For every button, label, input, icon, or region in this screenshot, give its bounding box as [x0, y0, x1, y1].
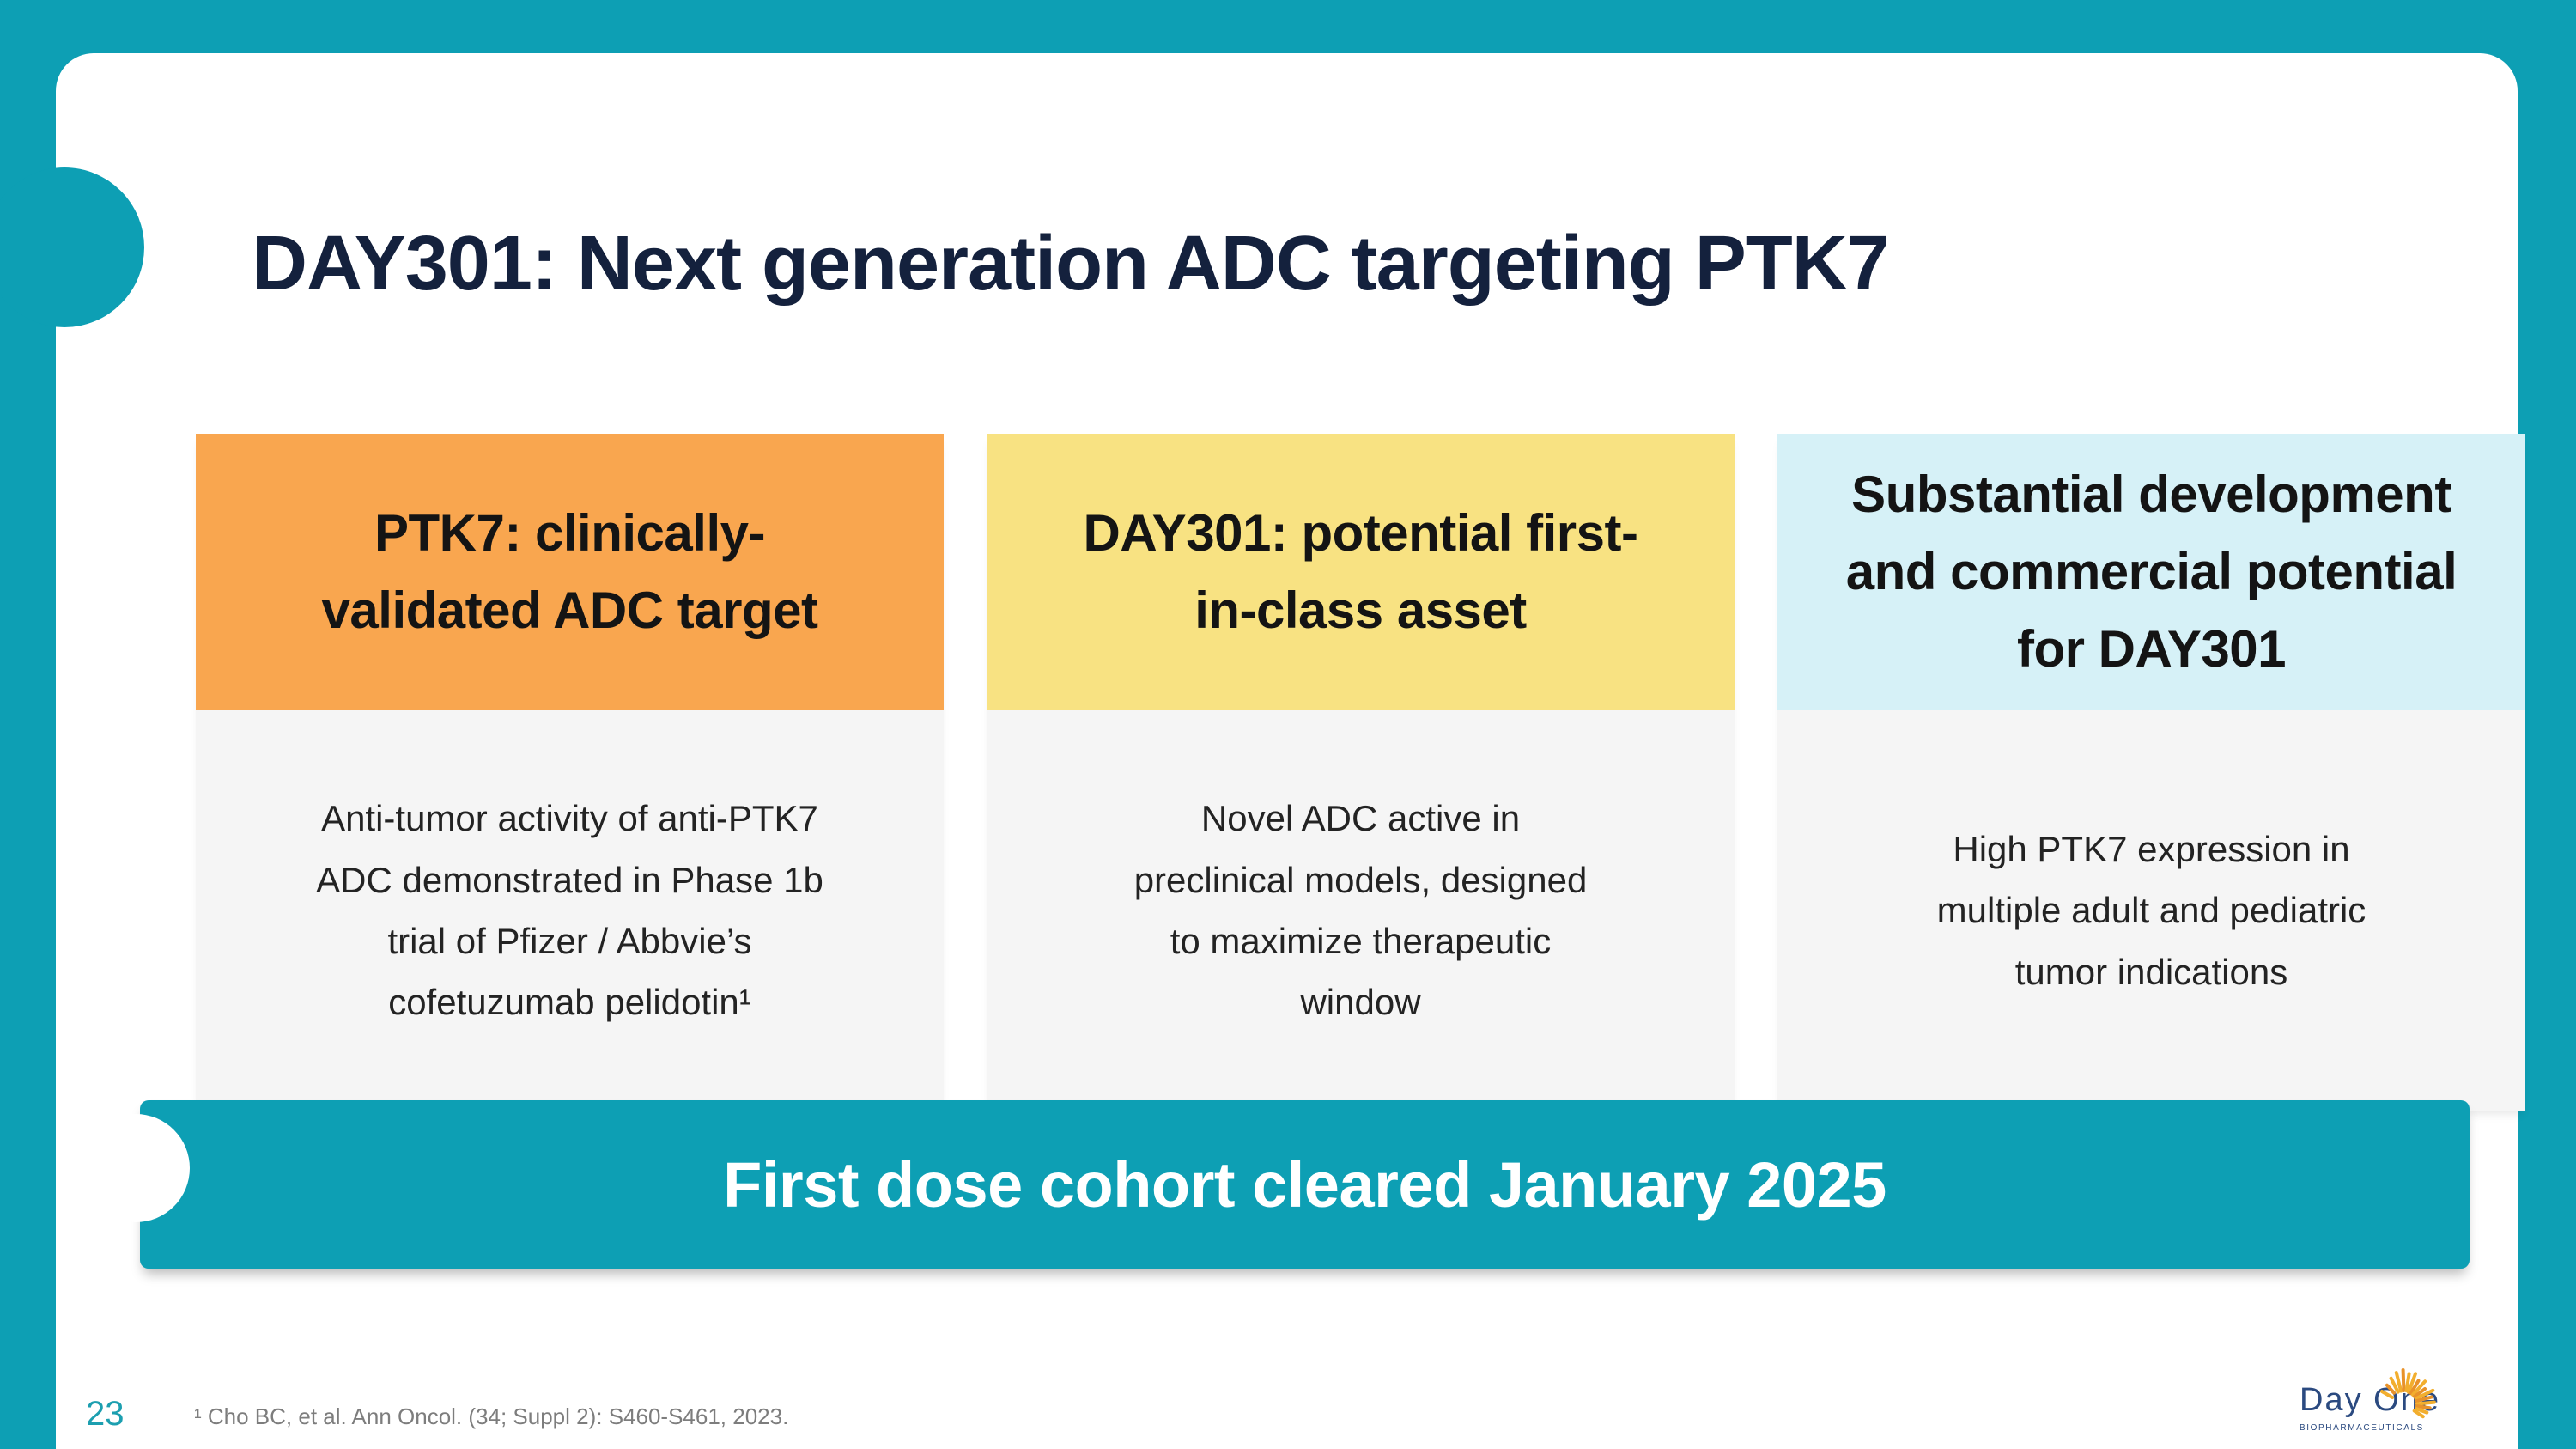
- slide-title: DAY301: Next generation ADC targeting PT…: [252, 221, 1890, 307]
- highlight-banner: First dose cohort cleared January 2025: [140, 1100, 2470, 1269]
- title-accent-notch: [0, 167, 144, 327]
- company-logo: Day One BIOPHARMACEUTICALS: [2300, 1361, 2488, 1433]
- card-body-ptk7-target: Anti-tumor activity of anti-PTK7 ADC dem…: [196, 710, 944, 1111]
- banner-text: First dose cohort cleared January 2025: [723, 1148, 1886, 1221]
- sunburst-icon: [2380, 1368, 2436, 1419]
- page-number: 23: [86, 1395, 125, 1433]
- card-commercial-potential: Substantial development and commercial p…: [1777, 434, 2525, 1111]
- info-cards: PTK7: clinically- validated ADC target A…: [196, 434, 2525, 1111]
- card-body-commercial-potential: High PTK7 expression in multiple adult a…: [1777, 710, 2525, 1111]
- card-body-day301-first-in-class: Novel ADC active in preclinical models, …: [987, 710, 1735, 1111]
- logo-subtitle: BIOPHARMACEUTICALS: [2300, 1423, 2424, 1433]
- footnote: ¹ Cho BC, et al. Ann Oncol. (34; Suppl 2…: [194, 1403, 789, 1429]
- card-ptk7-target: PTK7: clinically- validated ADC target A…: [196, 434, 944, 1111]
- card-day301-first-in-class: DAY301: potential first- in-class asset …: [987, 434, 1735, 1111]
- card-header-ptk7-target: PTK7: clinically- validated ADC target: [196, 434, 944, 710]
- card-header-day301-first-in-class: DAY301: potential first- in-class asset: [987, 434, 1735, 710]
- banner-accent-notch: [82, 1114, 190, 1222]
- card-header-commercial-potential: Substantial development and commercial p…: [1777, 434, 2525, 710]
